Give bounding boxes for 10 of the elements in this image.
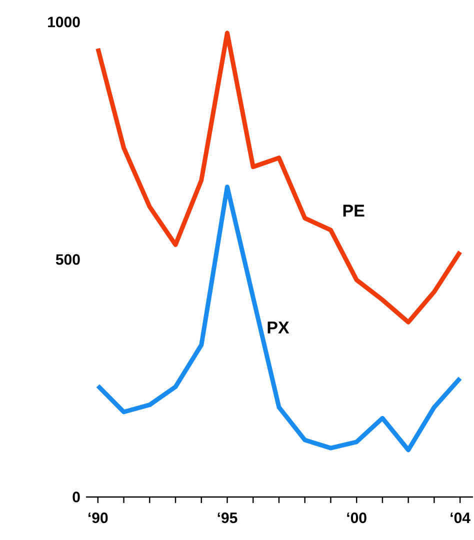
line-series xyxy=(96,184,462,452)
y-tick-label: 0 xyxy=(72,492,80,502)
y-tick-label: 500 xyxy=(56,254,80,265)
y-tick-label: 1000 xyxy=(48,16,80,28)
x-tick-label: ‘95 xyxy=(218,512,238,524)
x-tick-label: ‘90 xyxy=(88,512,108,524)
x-tick-label: ‘00 xyxy=(347,512,366,524)
series-label: PE xyxy=(343,204,364,217)
series-label: PX xyxy=(268,322,290,334)
x-tick-label: ‘04 xyxy=(450,512,471,524)
